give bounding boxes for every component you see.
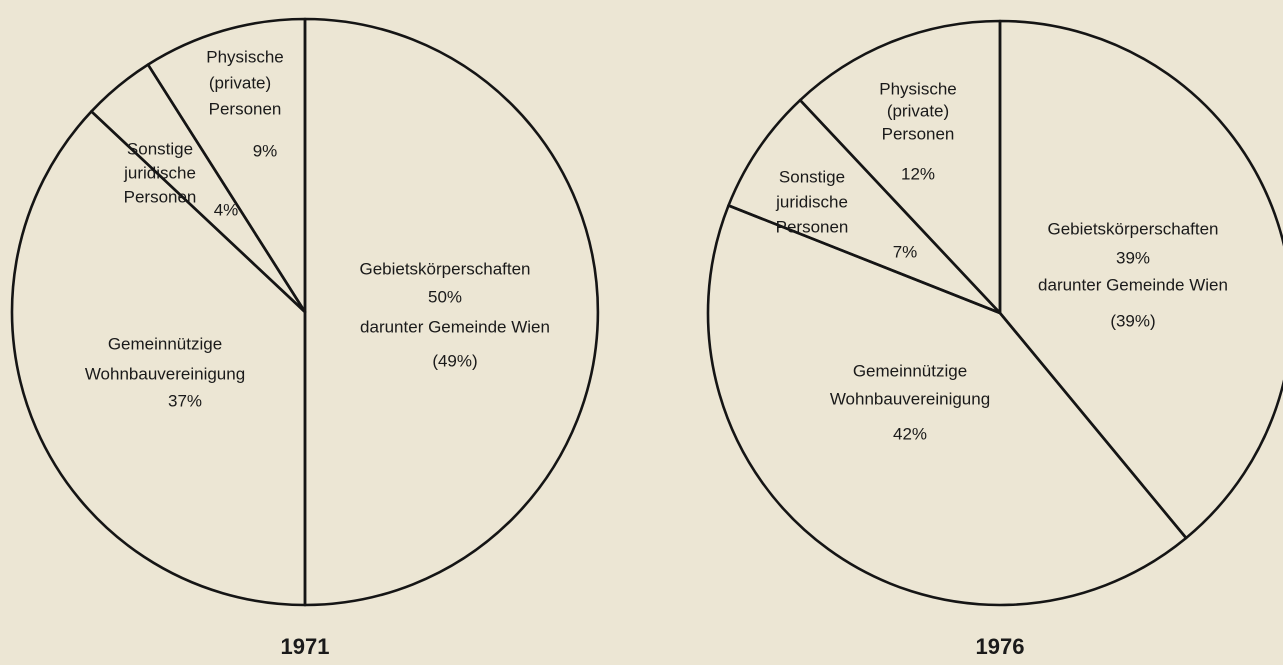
annotation: darunter Gemeinde Wien <box>360 317 550 336</box>
pie-slice <box>10 110 307 607</box>
slice-label: (private) <box>887 101 949 120</box>
pie-slice <box>998 19 1283 540</box>
slice-label: (private) <box>209 73 271 92</box>
annotation: (39%) <box>1110 311 1155 330</box>
slice-label: Gemeinnützige <box>853 361 967 380</box>
slice-label: Wohnbauvereinigung <box>830 389 990 408</box>
annotation: darunter Gemeinde Wien <box>1038 275 1228 294</box>
value-label: 4% <box>214 200 239 219</box>
value-label: 7% <box>893 242 918 261</box>
pie-slice <box>303 17 600 607</box>
slice-label: Physische <box>879 79 956 98</box>
slice-label: Personen <box>776 217 849 236</box>
value-label: 37% <box>168 391 202 410</box>
chart-title: 1976 <box>976 634 1025 659</box>
value-label: 39% <box>1116 248 1150 267</box>
slice-label: juridische <box>123 163 196 182</box>
slice-label: Wohnbauvereinigung <box>85 364 245 383</box>
pie-slice <box>798 19 1002 315</box>
annotation: (49%) <box>432 351 477 370</box>
slice-label: juridische <box>775 192 848 211</box>
value-label: 12% <box>901 164 935 183</box>
pie-slice <box>706 204 1188 607</box>
slice-label: Personen <box>209 99 282 118</box>
slice-label: Physische <box>206 47 283 66</box>
value-label: 50% <box>428 287 462 306</box>
slice-label: Personen <box>124 187 197 206</box>
pie-slice <box>727 98 1002 315</box>
slice-label: Gebietskörperschaften <box>1047 219 1218 238</box>
slice-label: Personen <box>882 124 955 143</box>
pie-slice <box>146 17 307 314</box>
chart-title: 1971 <box>281 634 330 659</box>
value-label: 42% <box>893 424 927 443</box>
slice-label: Sonstige <box>779 167 845 186</box>
slice-label: Gemeinnützige <box>108 334 222 353</box>
slice-label: Sonstige <box>127 139 193 158</box>
value-label: 9% <box>253 141 278 160</box>
slice-label: Gebietskörperschaften <box>359 259 530 278</box>
